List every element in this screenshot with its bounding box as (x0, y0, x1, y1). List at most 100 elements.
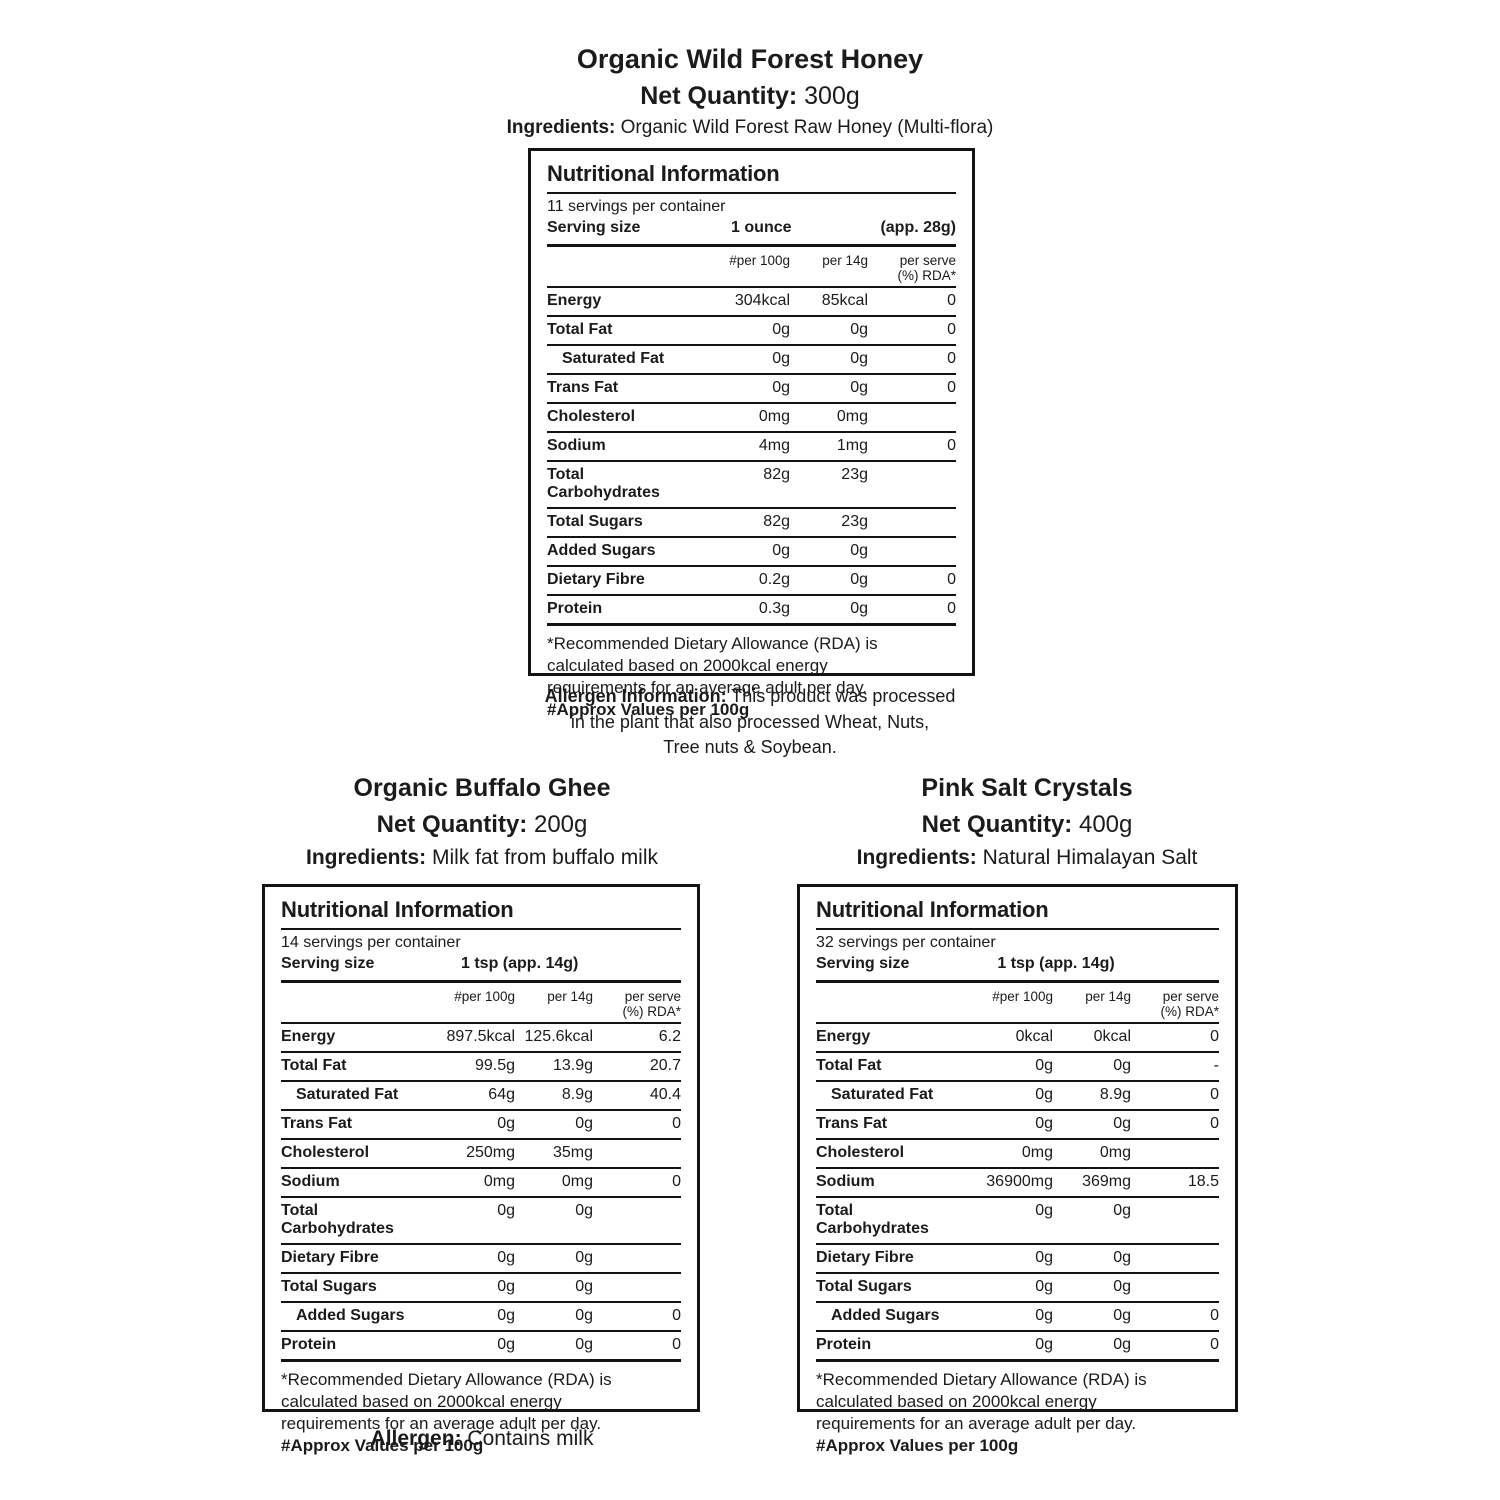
net-quantity-label: Net Quantity: (921, 811, 1073, 838)
nutrient-name: Total Sugars (281, 1278, 377, 1295)
nutrient-name: Added Sugars (831, 1307, 940, 1324)
value-rda-percent: 0 (1210, 1086, 1219, 1103)
ingredients-label: Ingredients: (856, 846, 977, 869)
nutrition-rows: Energy 304kcal 85kcal 0 Total Fat 0g 0g … (547, 286, 956, 626)
rda-footnote: *Recommended Dietary Allowance (RDA) is … (816, 1370, 1147, 1434)
nutrient-name: Saturated Fat (296, 1086, 399, 1103)
value-per-100g: 0kcal (1015, 1028, 1053, 1045)
value-per-100g: 36900mg (986, 1173, 1053, 1190)
nutrition-row: Energy 897.5kcal 125.6kcal 6.2 (281, 1022, 681, 1051)
value-per-100g: 64g (488, 1086, 515, 1103)
value-per-14g: 0g (575, 1278, 593, 1295)
nutrient-name: Saturated Fat (562, 350, 665, 367)
value-rda-percent: 0 (947, 571, 956, 588)
value-per-14g: 1mg (836, 437, 868, 454)
product-title: Organic Buffalo Ghee (353, 774, 611, 802)
serving-size-value: 1 ounce (731, 219, 792, 236)
nutrient-name: Total Fat (281, 1057, 347, 1074)
net-quantity-value: 200g (527, 811, 588, 838)
column-header-per-100g: #per 100g (729, 253, 790, 268)
value-rda-percent: 0 (672, 1115, 681, 1132)
value-per-100g: 0g (772, 321, 790, 338)
ingredients-value: Natural Himalayan Salt (976, 846, 1198, 869)
nutrition-row: Saturated Fat 0g 0g 0 (547, 344, 956, 373)
nutrition-heading: Nutritional Information (547, 159, 956, 194)
nutrition-row: Saturated Fat 0g 8.9g 0 (816, 1080, 1219, 1109)
value-per-100g: 0g (772, 379, 790, 396)
column-header-per-100g: #per 100g (454, 989, 515, 1004)
value-per-14g: 0g (850, 321, 868, 338)
nutrition-facts-box: Nutritional Information 11 servings per … (528, 148, 975, 719)
nutrient-name: Total Fat (547, 321, 613, 338)
nutrition-row: Trans Fat 0g 0g 0 (547, 373, 956, 402)
nutrition-row: Protein 0g 0g 0 (281, 1330, 681, 1359)
value-per-14g: 0g (575, 1202, 593, 1219)
allergen-info: Allergen: Contains milk (182, 1424, 782, 1454)
value-per-100g: 0g (497, 1202, 515, 1219)
column-header-per-14g: per 14g (1085, 989, 1131, 1004)
value-per-100g: 0g (1035, 1115, 1053, 1132)
value-per-14g: 0g (1113, 1057, 1131, 1074)
net-quantity: Net Quantity: 300g (0, 82, 1500, 111)
value-rda-percent: - (1213, 1057, 1219, 1074)
nutrition-row: Cholesterol 0mg 0mg (547, 402, 956, 431)
value-per-14g: 0mg (561, 1173, 593, 1190)
nutrient-name: Dietary Fibre (547, 571, 645, 588)
approx-footnote: #Approx Values per 100g (547, 700, 750, 720)
nutrition-row: Total Carbohydrates 82g 23g (547, 460, 956, 507)
value-per-14g: 0g (850, 542, 868, 559)
value-per-14g: 0g (575, 1115, 593, 1132)
nutrition-row: Dietary Fibre 0.2g 0g 0 (547, 565, 956, 594)
serving-size-note: (app. 28g) (880, 219, 956, 236)
value-rda-percent: 6.2 (658, 1028, 681, 1045)
value-per-100g: 82g (763, 466, 790, 483)
value-rda-percent: 0 (947, 437, 956, 454)
nutrition-rows: Energy 897.5kcal 125.6kcal 6.2 Total Fat… (281, 1022, 681, 1362)
nutrient-name: Sodium (547, 437, 606, 454)
allergen-label: Allergen Information: (544, 686, 727, 706)
column-headers: #per 100g per 14g per serve (%) RDA* (816, 983, 1219, 1022)
value-per-100g: 250mg (466, 1144, 515, 1161)
value-per-100g: 0.2g (758, 571, 790, 588)
nutrient-name: Cholesterol (816, 1144, 905, 1161)
nutrition-row: Protein 0g 0g 0 (816, 1330, 1219, 1359)
value-per-100g: 0mg (758, 408, 790, 425)
allergen-info: Allergen Information: This product was p… (0, 684, 1500, 761)
nutrient-name: Dietary Fibre (281, 1249, 379, 1266)
value-per-100g: 0g (1035, 1336, 1053, 1353)
value-per-14g: 8.9g (1099, 1086, 1131, 1103)
value-per-100g: 0g (1035, 1086, 1053, 1103)
value-per-100g: 0g (497, 1115, 515, 1132)
value-per-100g: 304kcal (734, 292, 790, 309)
value-per-100g: 897.5kcal (446, 1028, 516, 1045)
value-per-14g: 0g (850, 350, 868, 367)
nutrient-name: Total Sugars (547, 513, 643, 530)
value-per-100g: 0g (497, 1307, 515, 1324)
nutrient-name: Cholesterol (281, 1144, 370, 1161)
nutrition-row: Total Sugars 0g 0g (816, 1272, 1219, 1301)
column-header-rda: per serve (%) RDA* (1160, 989, 1219, 1019)
nutrition-heading: Nutritional Information (281, 895, 681, 930)
serving-size-row: Serving size 1 tsp (app. 14g) (816, 953, 1219, 983)
rda-footnote: *Recommended Dietary Allowance (RDA) is … (281, 1370, 612, 1434)
value-per-100g: 0.3g (758, 600, 790, 617)
value-per-14g: 8.9g (561, 1086, 593, 1103)
nutrition-row: Added Sugars 0g 0g 0 (281, 1301, 681, 1330)
column-header-rda: per serve (%) RDA* (622, 989, 681, 1019)
nutrition-row: Total Carbohydrates 0g 0g (816, 1196, 1219, 1243)
value-per-100g: 0g (1035, 1057, 1053, 1074)
value-per-14g: 13.9g (552, 1057, 593, 1074)
value-per-14g: 369mg (1082, 1173, 1131, 1190)
value-per-14g: 23g (841, 466, 868, 483)
net-quantity: Net Quantity: 200g (182, 811, 782, 839)
ingredients: Ingredients: Organic Wild Forest Raw Hon… (0, 117, 1500, 139)
net-quantity-value: 300g (797, 82, 860, 110)
nutrient-name: Added Sugars (547, 542, 656, 559)
value-rda-percent: 0 (672, 1336, 681, 1353)
nutrient-name: Total Carbohydrates (816, 1202, 929, 1237)
allergen-text: This product was processed in the plant … (570, 686, 956, 758)
nutrient-name: Protein (816, 1336, 872, 1353)
nutrient-name: Saturated Fat (831, 1086, 934, 1103)
value-per-14g: 0g (1113, 1307, 1131, 1324)
value-per-14g: 0g (1113, 1115, 1131, 1132)
